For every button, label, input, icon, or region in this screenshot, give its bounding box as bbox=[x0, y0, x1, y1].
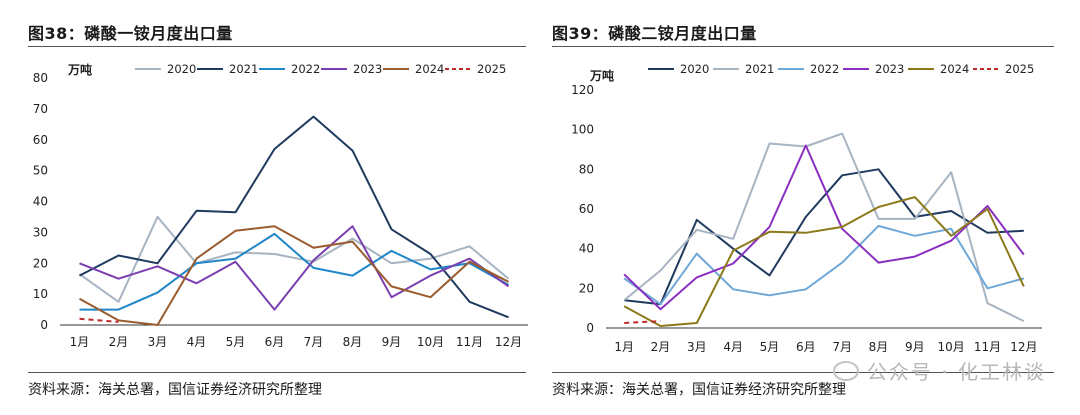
x-tick-label: 9月 bbox=[382, 335, 402, 349]
series-line-2024 bbox=[79, 225, 509, 326]
x-tick-label: 3月 bbox=[148, 335, 168, 349]
y-tick-label: 60 bbox=[579, 202, 594, 216]
series-line-2023 bbox=[79, 225, 510, 311]
source-note: 资料来源：海关总署，国信证券经济研究所整理 bbox=[552, 382, 846, 398]
legend-label: 2021 bbox=[745, 62, 774, 76]
y-tick-label: 40 bbox=[579, 242, 594, 256]
unit-label: 万吨 bbox=[589, 68, 614, 83]
y-tick-label: 50 bbox=[33, 164, 48, 178]
figure-39-panel: 图39：磷酸二铵月度出口量 0 20 40 60 80 100 120 1月 2月 3月 4月 5月 6… bbox=[548, 0, 1080, 415]
legend-item-2020: 2020 bbox=[135, 62, 196, 76]
source-note: 资料来源：海关总署，国信证券经济研究所整理 bbox=[28, 382, 322, 398]
y-tick-label: 70 bbox=[33, 102, 48, 116]
series-line-2024 bbox=[623, 196, 1025, 327]
series-line-2021 bbox=[623, 132, 1025, 322]
x-tick-label: 10月 bbox=[417, 335, 444, 349]
x-tick-label: 7月 bbox=[832, 340, 852, 354]
legend-item-2020: 2020 bbox=[648, 62, 709, 76]
chart-figure-39: 0 20 40 60 80 100 120 1月 2月 3月 4月 5月 6月 7月 8月 9月 10月 11月 1… bbox=[571, 62, 1042, 354]
legend-label: 2023 bbox=[353, 62, 382, 76]
legend-label: 2023 bbox=[875, 62, 904, 76]
x-tick-label: 10月 bbox=[938, 340, 965, 354]
legend-item-2022: 2022 bbox=[259, 62, 320, 76]
figure-title: 图39：磷酸二铵月度出口量 bbox=[552, 24, 757, 43]
legend-label: 2024 bbox=[415, 62, 444, 76]
x-tick-label: 6月 bbox=[796, 340, 816, 354]
series-line-2022 bbox=[623, 224, 1025, 306]
y-tick-label: 120 bbox=[571, 83, 594, 97]
watermark-text: 公众号 · 化工林谈 bbox=[866, 360, 1046, 384]
watermark: 公众号 · 化工林谈 bbox=[832, 356, 1046, 385]
series-line-2025 bbox=[79, 317, 119, 323]
y-tick-label: 20 bbox=[33, 256, 48, 270]
title-rule bbox=[28, 46, 526, 47]
x-tick-label: 3月 bbox=[687, 340, 707, 354]
legend-item-2022: 2022 bbox=[778, 62, 839, 76]
legend-label: 2025 bbox=[477, 62, 506, 76]
title-rule bbox=[552, 46, 1054, 47]
x-tick-label: 11月 bbox=[974, 340, 1001, 354]
legend-item-2025: 2025 bbox=[445, 62, 506, 76]
x-tick-label: 2月 bbox=[109, 335, 129, 349]
figure-38-panel: 图38：磷酸一铵月度出口量 0 10 20 30 40 50 60 70 80 1月 2月 3月 4月 5… bbox=[28, 24, 528, 398]
source-rule bbox=[552, 372, 1054, 373]
y-tick-label: 0 bbox=[40, 318, 48, 332]
figure-title: 图38：磷酸一铵月度出口量 bbox=[28, 24, 233, 43]
y-tick-label: 40 bbox=[33, 195, 48, 209]
legend-item-2024: 2024 bbox=[908, 62, 969, 76]
x-tick-label: 9月 bbox=[905, 340, 925, 354]
x-tick-label: 12月 bbox=[1010, 340, 1037, 354]
y-tick-label: 10 bbox=[33, 287, 48, 301]
series-line-2025 bbox=[624, 320, 661, 324]
x-tick-label: 6月 bbox=[265, 335, 285, 349]
x-tick-label: 4月 bbox=[723, 340, 743, 354]
x-tick-label: 11月 bbox=[456, 335, 483, 349]
y-tick-label: 60 bbox=[33, 133, 48, 147]
y-tick-label: 20 bbox=[579, 281, 594, 295]
x-tick-label: 5月 bbox=[760, 340, 780, 354]
series-line-2020 bbox=[78, 215, 510, 303]
x-tick-label: 1月 bbox=[70, 335, 90, 349]
x-tick-label: 8月 bbox=[343, 335, 363, 349]
wechat-icon bbox=[832, 361, 859, 381]
legend-label: 2022 bbox=[291, 62, 320, 76]
legend-label: 2025 bbox=[1005, 62, 1034, 76]
legend-item-2024: 2024 bbox=[383, 62, 444, 76]
legend-label: 2020 bbox=[167, 62, 196, 76]
unit-label: 万吨 bbox=[67, 62, 92, 77]
legend-label: 2020 bbox=[680, 62, 709, 76]
chart-figure-38: 0 10 20 30 40 50 60 70 80 1月 2月 3月 4月 5月 6月 7月 8月 9月 10月 11… bbox=[33, 62, 528, 349]
y-tick-label: 0 bbox=[586, 321, 594, 335]
legend-label: 2024 bbox=[940, 62, 969, 76]
y-tick-label: 30 bbox=[33, 225, 48, 239]
series-line-2020 bbox=[624, 168, 1024, 306]
x-tick-label: 12月 bbox=[495, 335, 522, 349]
series-line-2021 bbox=[79, 115, 509, 319]
x-tick-label: 7月 bbox=[304, 335, 324, 349]
series-line-2023 bbox=[623, 144, 1025, 311]
y-tick-label: 80 bbox=[33, 71, 48, 85]
x-tick-label: 8月 bbox=[869, 340, 889, 354]
y-tick-label: 80 bbox=[579, 162, 594, 176]
legend-label: 2022 bbox=[810, 62, 839, 76]
legend-item-2023: 2023 bbox=[843, 62, 904, 76]
legend-label: 2021 bbox=[229, 62, 258, 76]
x-tick-label: 1月 bbox=[614, 340, 634, 354]
x-tick-label: 4月 bbox=[187, 335, 207, 349]
x-tick-label: 5月 bbox=[226, 335, 246, 349]
x-tick-label: 2月 bbox=[651, 340, 671, 354]
series-line-2022 bbox=[79, 232, 509, 311]
legend-item-2023: 2023 bbox=[321, 62, 382, 76]
source-rule bbox=[28, 372, 526, 373]
y-tick-label: 100 bbox=[571, 123, 594, 137]
legend-item-2021: 2021 bbox=[197, 62, 258, 76]
legend-item-2021: 2021 bbox=[713, 62, 774, 76]
legend-item-2025: 2025 bbox=[973, 62, 1034, 76]
